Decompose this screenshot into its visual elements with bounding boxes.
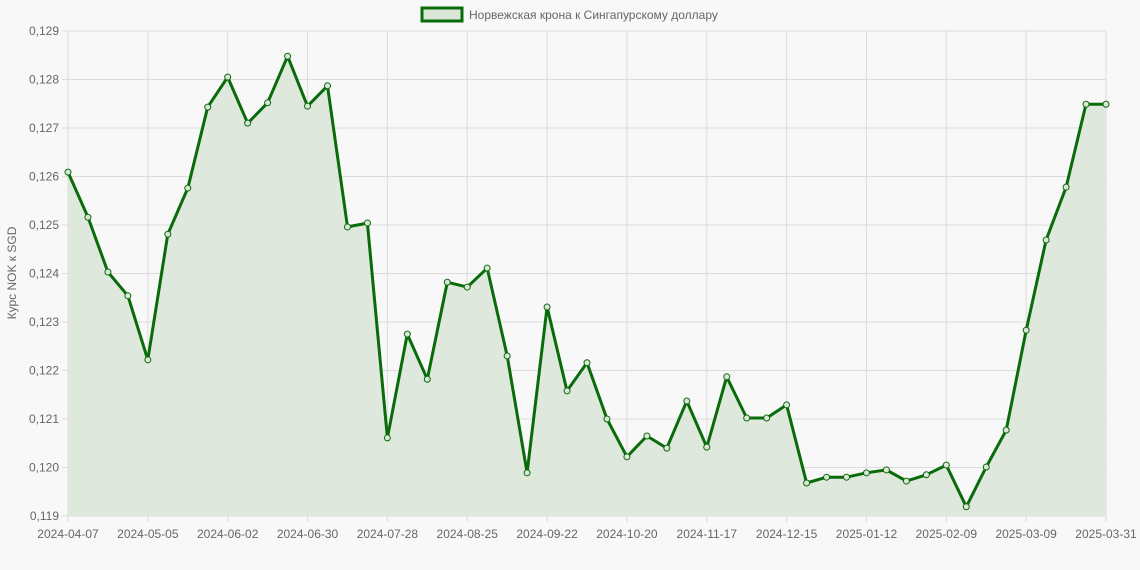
x-tick-label: 2025-03-31 — [1075, 527, 1137, 541]
data-point — [124, 292, 132, 300]
data-point — [723, 373, 731, 381]
x-tick-label: 2024-07-28 — [357, 527, 419, 541]
data-point — [363, 219, 371, 227]
data-point — [1022, 326, 1030, 334]
x-axis: 2024-04-07 2024-05-05 2024-06-02 2024-06-30… — [37, 527, 1137, 541]
data-point — [443, 278, 451, 286]
y-tick-label: 0,125 — [29, 218, 59, 232]
data-point — [643, 432, 651, 440]
data-point — [882, 466, 890, 474]
data-point — [763, 414, 771, 422]
data-point — [383, 434, 391, 442]
y-tick-label: 0,121 — [29, 412, 59, 426]
x-tick-label: 2024-12-15 — [756, 527, 818, 541]
y-tick-label: 0,128 — [29, 73, 59, 87]
x-tick-label: 2024-08-25 — [437, 527, 499, 541]
data-point — [184, 184, 192, 192]
x-tick-label: 2024-06-30 — [277, 527, 339, 541]
legend[interactable]: Норвежская крона к Сингапурскому доллару — [420, 6, 718, 23]
data-point — [603, 415, 611, 423]
data-point — [324, 82, 331, 90]
series-points — [64, 52, 1110, 511]
y-tick-label: 0,129 — [29, 24, 59, 38]
data-point — [64, 168, 72, 176]
data-point — [264, 99, 272, 107]
x-tick-label: 2024-05-05 — [117, 527, 179, 541]
x-tick-label: 2024-09-22 — [516, 527, 578, 541]
data-point — [1062, 183, 1070, 191]
data-point — [623, 453, 631, 461]
y-tick-label: 0,122 — [29, 364, 59, 378]
data-point — [942, 461, 950, 469]
data-point — [84, 213, 92, 221]
x-tick-label: 2025-03-09 — [995, 527, 1057, 541]
data-point — [803, 479, 811, 487]
data-point — [823, 473, 831, 481]
y-tick-label: 0,124 — [29, 267, 59, 281]
data-point — [902, 477, 910, 485]
data-point — [1042, 236, 1050, 244]
x-tick-label: 2024-04-07 — [37, 527, 99, 541]
data-point — [543, 303, 551, 311]
data-point — [783, 401, 791, 409]
data-point — [1102, 100, 1110, 108]
data-point — [563, 387, 571, 395]
data-point — [483, 264, 491, 272]
data-point — [503, 352, 511, 360]
data-point — [284, 52, 292, 60]
x-tick-label: 2024-10-20 — [596, 527, 658, 541]
data-point — [224, 73, 232, 81]
series-area — [68, 56, 1106, 516]
y-tick-label: 0,123 — [29, 315, 59, 329]
data-point — [104, 268, 112, 276]
data-point — [523, 469, 531, 477]
data-point — [862, 469, 870, 477]
data-point — [843, 473, 850, 481]
x-tick-label: 2025-02-09 — [916, 527, 978, 541]
y-tick-label: 0,127 — [29, 121, 59, 135]
data-point — [703, 443, 711, 451]
data-point — [922, 471, 930, 479]
x-tick-label: 2025-01-12 — [836, 527, 898, 541]
y-tick-label: 0,126 — [29, 170, 59, 184]
legend-swatch — [420, 6, 464, 23]
data-point — [164, 230, 172, 238]
data-point — [1002, 426, 1010, 434]
x-tick-label: 2024-11-17 — [677, 527, 738, 541]
y-tick-label: 0,120 — [29, 461, 59, 475]
legend-label: Норвежская крона к Сингапурскому доллару — [469, 8, 718, 22]
data-point — [1082, 100, 1090, 108]
data-point — [244, 119, 252, 127]
data-point — [463, 283, 471, 291]
data-point — [144, 356, 152, 364]
data-point — [343, 223, 351, 231]
data-point — [743, 414, 751, 422]
data-point — [683, 397, 691, 405]
data-point — [423, 375, 431, 383]
data-point — [962, 503, 970, 511]
data-point — [403, 330, 411, 338]
data-point — [583, 359, 591, 367]
data-point — [663, 444, 671, 452]
data-point — [304, 102, 312, 110]
y-axis: 0,119 0,120 0,121 0,122 0,123 0,124 0,125 0,126… — [29, 24, 59, 523]
data-point — [204, 103, 212, 111]
y-tick-label: 0,119 — [30, 509, 59, 523]
y-axis-label: Курс NOK к SGD — [5, 226, 19, 319]
x-tick-label: 2024-06-02 — [197, 527, 259, 541]
data-point — [982, 463, 990, 471]
